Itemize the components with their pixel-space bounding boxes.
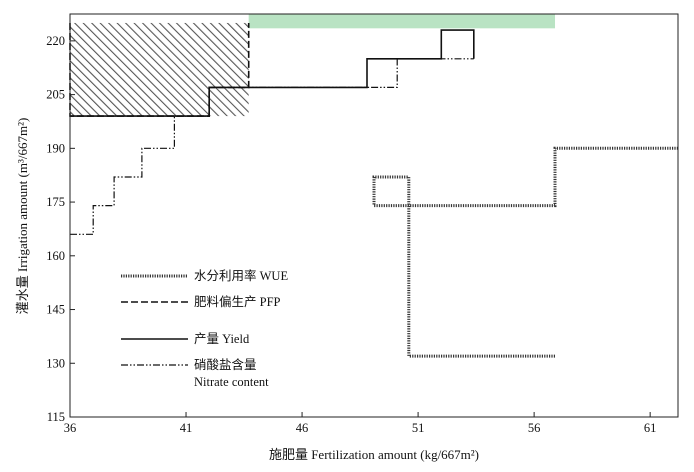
legend-label: 水分利用率 WUE [194,268,288,283]
series-line-dotted-thick [372,146,678,358]
regions-layer [70,14,556,117]
y-tick-label: 190 [46,141,65,155]
legend-label: 硝酸盐含量 [194,357,257,372]
y-tick-label: 145 [46,303,65,317]
x-ticks: 36 41 46 51 56 61 [64,412,657,435]
x-axis-title: 施肥量 Fertilization amount (kg/667m²) [269,447,479,462]
x-tick-label: 61 [644,421,657,435]
x-tick-label: 51 [412,421,425,435]
hatched-region [70,22,249,117]
legend: 水分利用率 WUE 肥料偏生产 PFP 产量 Yield 硝酸盐含量 Nitrate c… [121,268,288,389]
series-layer [69,23,678,358]
y-tick-label: 115 [47,410,65,424]
y-ticks: 115 130 145 160 175 190 205 220 [46,34,75,424]
x-tick-label: 56 [528,421,541,435]
y-tick-label: 175 [46,195,65,209]
legend-label: 肥料偏生产 PFP [194,294,281,309]
x-tick-label: 46 [296,421,309,435]
x-tick-label: 41 [180,421,193,435]
plot-frame [69,13,679,418]
legend-label: 产量 Yield [194,332,250,346]
y-axis-title: 灌水量 Irrigation amount (m³/667m²) [15,118,30,315]
y-tick-label: 220 [46,34,65,48]
y-tick-label: 160 [46,249,65,263]
y-tick-label: 130 [46,356,65,370]
series-line-dash-dot-dot [70,58,474,235]
x-tick-label: 36 [64,421,77,435]
legend-label-secondary: Nitrate content [194,375,269,389]
y-tick-label: 205 [46,88,65,102]
green-region [248,14,556,29]
